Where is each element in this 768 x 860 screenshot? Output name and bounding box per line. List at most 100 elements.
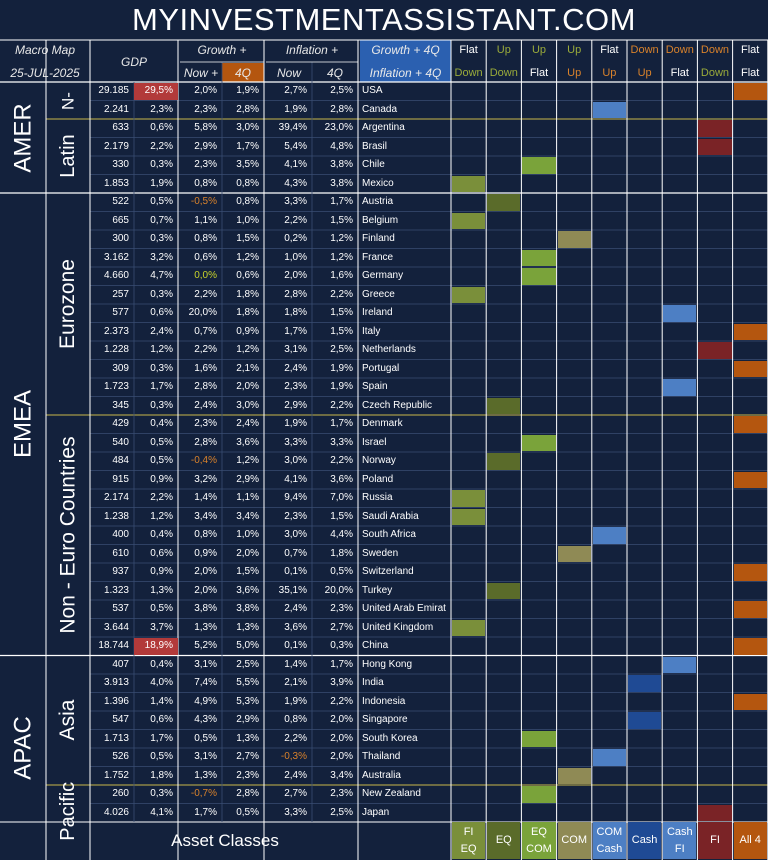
inflation-4q: 2,2% (330, 399, 353, 411)
gdp-share: 0,5% (150, 751, 173, 762)
gdp-value: 407 (112, 658, 129, 670)
regime-marker (733, 638, 767, 655)
inflation-now: 1,9% (284, 695, 307, 707)
growth-now: 5,8% (194, 122, 217, 133)
inflation-now: 1,7% (284, 325, 307, 337)
gdp-share: 0,5% (150, 196, 173, 207)
inflation-4q: 2,2% (330, 455, 353, 466)
inflation-4q: 2,2% (330, 695, 353, 707)
regime-marker (628, 675, 662, 692)
gdp-share: 0,3% (150, 233, 173, 244)
growth-now: -0,7% (190, 788, 217, 799)
growth-4q: 1,9% (236, 85, 259, 96)
growth-now: 0,8% (194, 529, 217, 540)
regime-marker (452, 175, 486, 192)
regime-growth-label: Flat (741, 44, 760, 56)
regime-inflation-label: Down (454, 67, 483, 79)
growth-4q: 2,8% (236, 103, 259, 115)
site-title: MYINVESTMENTASSISTANT.COM (132, 2, 636, 37)
regime-marker (487, 582, 521, 599)
country-name: Hong Kong (362, 658, 413, 670)
gdp-value: 429 (112, 418, 129, 429)
inflation-now: 1,9% (284, 418, 307, 429)
asset-class-cell: Cash FI (663, 822, 697, 859)
gdp-share: 4,0% (150, 677, 173, 688)
gdp-share: 0,4% (150, 658, 173, 670)
inflation-now: 2,2% (284, 732, 307, 744)
asset-class-cell: COM Cash (592, 822, 626, 859)
inflation-now: 2,3% (284, 381, 307, 392)
country-name: Saudi Arabia (362, 510, 419, 522)
country-name: Russia (362, 492, 393, 503)
country-name: India (362, 677, 384, 688)
growth-now: 0,7% (194, 325, 217, 337)
inflation-now: 3,0% (284, 455, 307, 466)
country-name: Indonesia (362, 695, 406, 707)
inflation-4q: 2,0% (330, 751, 353, 762)
country-name: Norway (362, 455, 396, 466)
growth-now: 2,0% (194, 584, 217, 596)
country-name: Portugal (362, 362, 400, 374)
country-name: Japan (362, 806, 390, 818)
subregion-label: Eurozone (56, 259, 79, 349)
country-name: Switzerland (362, 566, 414, 577)
regime-growth-label: Down (630, 44, 659, 56)
gdp-share: 4,1% (150, 806, 173, 818)
gdp-value: 3.162 (103, 251, 129, 263)
regime-growth-label: Up (531, 44, 547, 56)
regime-marker (592, 749, 626, 766)
growth-header: Growth + (197, 43, 247, 57)
inflation-4q: 23,0% (324, 122, 353, 133)
regime-marker (522, 730, 556, 747)
country-name: Israel (362, 436, 387, 448)
gdp-share: 0,3% (150, 399, 173, 411)
subregion-label: N- (58, 91, 77, 110)
inflation-4q: 1,5% (330, 510, 353, 522)
country-name: Thailand (362, 751, 401, 762)
regime-marker (663, 656, 697, 673)
growth-now: 5,2% (194, 640, 217, 651)
country-name: United Kingdom (362, 621, 434, 633)
growth-4q: 1,8% (236, 307, 259, 318)
growth-4q: 1,3% (236, 732, 259, 744)
gdp-share: 18,9% (144, 640, 173, 651)
growth-now: 2,3% (194, 159, 217, 170)
inflation-now: 3,6% (284, 621, 307, 633)
regime-marker (452, 619, 486, 636)
subregion-label: Non - Euro Countries (56, 436, 79, 634)
inflation-now: 2,9% (284, 399, 307, 411)
growth-now: 2,0% (194, 85, 217, 96)
inflation-4q: 2,0% (330, 714, 353, 725)
gdp-value: 1.396 (103, 695, 129, 707)
regime-marker (663, 305, 697, 322)
inflation-4q-header: 4Q (326, 66, 343, 80)
inflation-4q: 0,3% (330, 640, 353, 651)
growth-4q: 2,1% (236, 362, 259, 374)
inflation-4q: 2,0% (330, 732, 353, 744)
gdp-share: 0,6% (150, 122, 173, 133)
gdp-value: 4.660 (103, 270, 129, 281)
country-name: Austria (362, 196, 394, 207)
regime-marker (522, 434, 556, 451)
growth-now: 3,2% (194, 473, 217, 485)
gdp-value: 330 (112, 159, 129, 170)
asset-class-cell: FI EQ (452, 822, 486, 859)
country-name: South Africa (362, 529, 416, 540)
gdp-value: 1.238 (103, 510, 129, 522)
gdp-share: 1,7% (150, 381, 173, 392)
inflation-now: 2,3% (284, 510, 307, 522)
gdp-share: 4,7% (150, 270, 173, 281)
regime-marker (452, 212, 486, 229)
growth-now: 1,4% (194, 492, 217, 503)
gdp-value: 937 (112, 566, 129, 577)
regime-marker (698, 138, 732, 155)
regime-inflation-label: Flat (529, 67, 549, 79)
inflation-now-header: Now (276, 66, 301, 80)
inflation-now: -0,3% (280, 751, 307, 762)
inflation-4q: 20,0% (324, 584, 353, 596)
growth-now: 2,8% (194, 436, 217, 448)
regime-marker (452, 490, 486, 507)
growth-4q: 1,2% (236, 251, 259, 263)
growth-now: 3,4% (194, 510, 217, 522)
regime-marker (487, 397, 521, 414)
